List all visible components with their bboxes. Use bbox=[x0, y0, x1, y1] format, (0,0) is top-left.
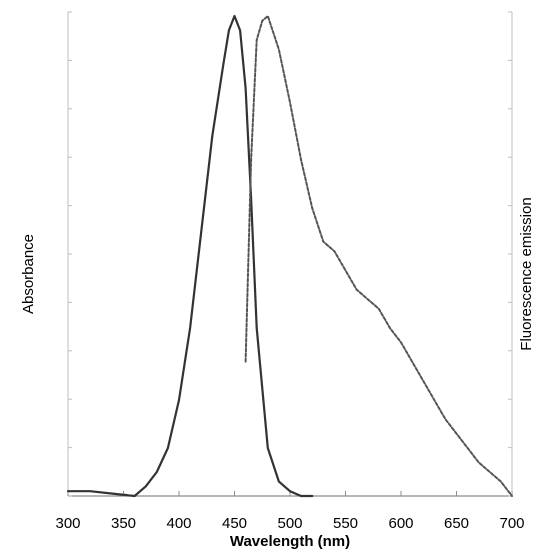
x-tick-label-500: 500 bbox=[277, 515, 302, 532]
fluorescence-emission-line bbox=[244, 15, 513, 497]
x-tick-label-550: 550 bbox=[333, 515, 358, 532]
x-tick-label-450: 450 bbox=[222, 515, 247, 532]
x-axis-tick-labels: 300 350 400 450 500 550 600 650 700 bbox=[55, 515, 524, 532]
x-tick-label-700: 700 bbox=[499, 515, 524, 532]
y-axis-right-title: Fluorescence emission bbox=[518, 197, 535, 350]
x-tick-label-600: 600 bbox=[388, 515, 413, 532]
left-axis-ticks bbox=[68, 11, 72, 497]
right-axis-ticks bbox=[508, 11, 512, 497]
x-axis-title: Wavelength (nm) bbox=[230, 533, 350, 550]
x-tick-label-300: 300 bbox=[55, 515, 80, 532]
y-axis-left-title: Absorbance bbox=[20, 234, 37, 314]
x-tick-label-400: 400 bbox=[166, 515, 191, 532]
series-group bbox=[66, 14, 513, 498]
x-tick-label-650: 650 bbox=[444, 515, 469, 532]
absorbance-line bbox=[66, 14, 314, 498]
x-tick-label-350: 350 bbox=[111, 515, 136, 532]
